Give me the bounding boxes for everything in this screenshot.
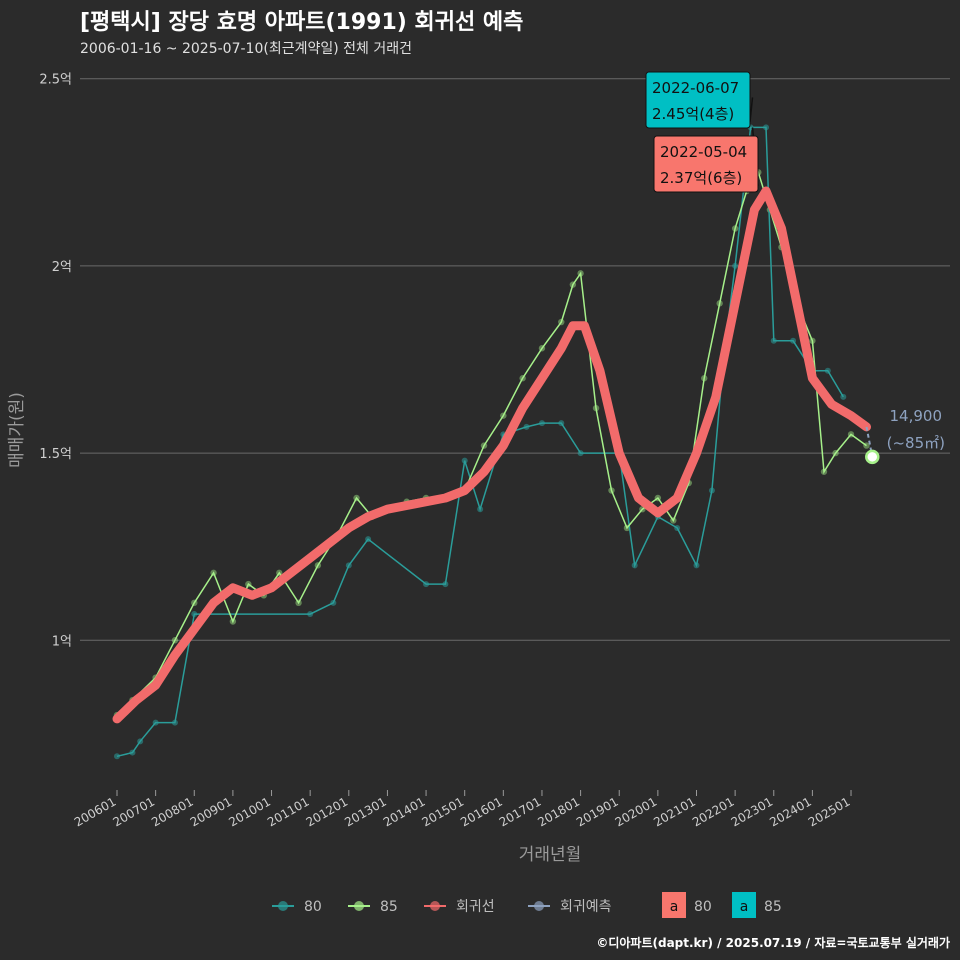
x-tick-label: 201601 [458, 794, 505, 829]
y-axis-title: 매매가(원) [7, 392, 27, 468]
regression-line [112, 186, 871, 724]
point-80 [840, 393, 847, 400]
legend-label-pred: 회귀예측 [560, 899, 612, 915]
x-tick-label: 202501 [806, 794, 853, 829]
x-tick-label: 202401 [767, 794, 814, 829]
legend-dot-pred [534, 901, 544, 911]
prediction-area-label: (~85㎡) [887, 434, 945, 452]
annotation-peak-85-date: 2022-06-07 [652, 79, 739, 97]
x-tick-label: 201501 [420, 794, 467, 829]
x-tick-label: 201201 [304, 794, 351, 829]
annotation-peak-80-box [653, 135, 759, 193]
y-tick-label: 2억 [52, 260, 72, 275]
legend-glyph-a85: a [740, 899, 749, 915]
x-tick-label: 201101 [265, 794, 312, 829]
x-tick-label: 202301 [729, 794, 776, 829]
y-tick-label: 1.5억 [39, 447, 72, 462]
x-tick-label: 201301 [342, 794, 389, 829]
annotation-peak-80-date: 2022-05-04 [660, 143, 747, 161]
legend-box-a85 [732, 892, 756, 918]
x-tick-label: 201001 [226, 794, 273, 829]
legend-glyph-a80: a [670, 899, 679, 915]
series-80-line [116, 126, 844, 758]
legend-dot-85 [354, 901, 364, 911]
x-tick-label: 200901 [188, 794, 235, 829]
legend-dot-80 [278, 901, 288, 911]
annotation-peak-85-box [645, 71, 751, 129]
prediction-line [865, 426, 874, 457]
x-tick-label: 201401 [381, 794, 428, 829]
legend-box-a80 [662, 892, 686, 918]
x-tick-label: 201801 [535, 794, 582, 829]
prediction-price-label: 14,900 [890, 407, 943, 425]
series-85-line [116, 170, 867, 716]
point-80 [114, 753, 120, 760]
x-tick-label: 201901 [574, 794, 621, 829]
prediction-point [865, 449, 880, 465]
legend-label-reg: 회귀선 [456, 899, 495, 915]
source-footer: ©디아파트(dapt.kr) / 2025.07.19 / 자료=국토교통부 실… [596, 936, 950, 950]
x-tick-label: 202201 [690, 794, 737, 829]
x-tick-label: 200701 [110, 794, 157, 829]
y-tick-label: 1억 [52, 634, 72, 649]
page-title: [평택시] 장당 효명 아파트(1991) 회귀선 예측 [80, 10, 524, 35]
legend-label-a80: 80 [694, 899, 712, 915]
x-tick-label: 200801 [149, 794, 196, 829]
page-subtitle: 2006-01-16 ~ 2025-07-10(최근계약일) 전체 거래건 [80, 41, 412, 57]
annotation-peak-85-value: 2.45억(4층) [652, 105, 734, 123]
legend-label-a85: 85 [764, 899, 782, 915]
x-axis-title: 거래년월 [519, 845, 582, 865]
legend-label-80: 80 [304, 899, 322, 915]
legend-dot-reg [430, 901, 440, 911]
x-tick-label: 201701 [497, 794, 544, 829]
x-tick-label: 202101 [651, 794, 698, 829]
y-tick-label: 2.5억 [39, 73, 72, 88]
x-tick-label: 200601 [72, 794, 119, 829]
x-tick-label: 202001 [613, 794, 660, 829]
legend-label-85: 85 [380, 899, 398, 915]
annotation-peak-80-value: 2.37억(6층) [660, 169, 742, 187]
